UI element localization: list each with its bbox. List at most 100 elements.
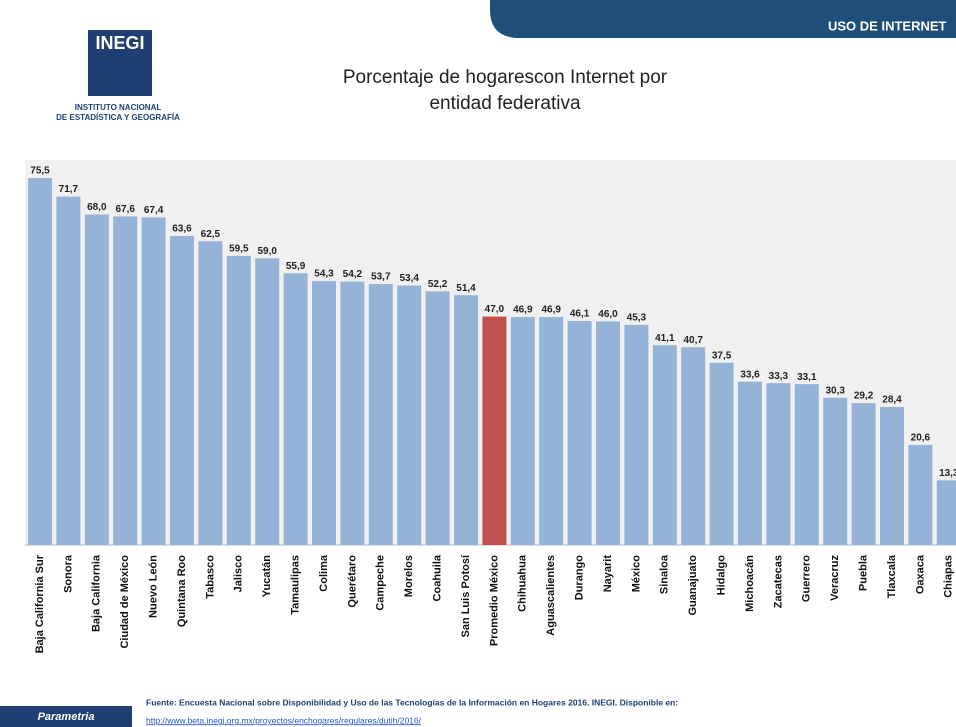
value-label: 33,1	[797, 372, 817, 383]
bar	[624, 324, 649, 545]
chart-title: Porcentaje de hogarescon Internet por	[343, 67, 668, 88]
x-tick-label: Colima	[318, 554, 330, 592]
x-tick-label: Promedio México	[488, 555, 500, 646]
value-label: 67,4	[144, 205, 164, 216]
bar	[596, 321, 620, 545]
x-tick-label: Aguascalientes	[545, 555, 557, 636]
x-tick-label: Tlaxcala	[886, 554, 898, 598]
x-tick-label: Michoacán	[744, 555, 756, 612]
x-tick-label: Baja California Sur	[34, 554, 46, 653]
x-tick-label: Chihuahua	[517, 554, 529, 612]
value-label: 47,0	[485, 304, 505, 315]
bar	[28, 178, 52, 545]
value-label: 54,2	[343, 269, 363, 280]
value-label: 52,2	[428, 279, 448, 290]
value-label: 59,0	[257, 246, 277, 257]
bar	[425, 291, 450, 545]
value-label: 59,5	[229, 243, 249, 254]
bar	[141, 217, 166, 545]
source-url[interactable]: http://www.beta.inegi.org.mx/proyectos/e…	[146, 715, 422, 725]
bar	[766, 383, 791, 545]
value-label: 46,0	[598, 309, 618, 320]
bar	[312, 281, 336, 545]
logo-mark	[88, 30, 152, 96]
value-label: 46,9	[541, 305, 561, 316]
value-label: 62,5	[201, 229, 221, 240]
logo-line: INSTITUTO NACIONAL	[75, 103, 162, 112]
bar	[397, 285, 422, 545]
source: Fuente: Encuesta Nacional sobre Disponib…	[146, 697, 678, 707]
brand-box	[0, 706, 132, 727]
bar	[113, 216, 138, 546]
value-label: 46,9	[513, 305, 533, 316]
bar	[936, 480, 956, 545]
x-tick-label: Nuevo León	[148, 555, 160, 618]
x-tick-label: Coahuila	[432, 554, 444, 601]
bar	[567, 320, 592, 545]
x-tick-label: Campeche	[375, 555, 387, 611]
bar	[851, 403, 876, 545]
bar	[908, 444, 933, 545]
x-tick-label: Durango	[574, 555, 586, 601]
value-label: 33,3	[769, 371, 789, 382]
bar	[880, 406, 904, 545]
x-tick-label: Tabasco	[204, 555, 216, 599]
value-label: 45,3	[627, 312, 647, 323]
value-label: 53,4	[399, 273, 419, 284]
x-tick-label: Querétaro	[346, 555, 358, 608]
bar	[510, 317, 535, 545]
value-label: 71,7	[59, 184, 79, 195]
logo-line: DE ESTADÍSTICA Y GEOGRAFÍA	[56, 113, 180, 122]
bar	[198, 241, 223, 545]
x-tick-label: Sinaloa	[659, 554, 671, 594]
x-tick-label: Yucatán	[261, 555, 273, 597]
value-label: 67,6	[115, 204, 135, 215]
bar	[283, 273, 308, 545]
value-label: 13,3	[939, 468, 956, 479]
bar	[454, 295, 478, 545]
bar	[823, 397, 848, 545]
bar	[255, 258, 280, 545]
x-tick-label: Guerrero	[801, 555, 813, 602]
chart-title: entidad federativa	[429, 93, 580, 114]
x-tick-label: Tamaulipas	[290, 555, 302, 615]
x-tick-label: Chiapas	[943, 555, 955, 598]
value-label: 33,6	[740, 369, 760, 380]
value-label: 29,2	[854, 391, 874, 402]
bar	[56, 196, 81, 545]
value-label: 55,9	[286, 261, 306, 272]
bar	[709, 362, 734, 545]
bar	[482, 316, 507, 545]
bar	[368, 284, 393, 545]
value-label: 53,7	[371, 272, 391, 283]
value-label: 51,4	[456, 283, 476, 294]
value-label: 28,4	[882, 395, 902, 406]
bar	[340, 281, 365, 545]
header-band	[490, 0, 956, 38]
brand: Parametria	[38, 711, 95, 723]
x-tick-label: Puebla	[858, 554, 870, 591]
value-label: 41,1	[655, 333, 675, 344]
x-tick-label: Baja California	[91, 554, 103, 632]
value-label: 30,3	[825, 385, 845, 396]
x-tick-label: San Luis Potosí	[460, 554, 472, 637]
value-label: 20,6	[911, 433, 931, 444]
value-label: 75,5	[30, 166, 50, 177]
x-tick-label: Veracruz	[829, 555, 841, 601]
x-tick-label: Ciudad de México	[119, 555, 131, 649]
value-label: 37,5	[712, 350, 732, 361]
value-label: 68,0	[87, 202, 107, 213]
bar	[738, 381, 762, 545]
header-section: USO DE INTERNET	[828, 18, 947, 33]
x-tick-label: Nayarit	[602, 555, 614, 593]
value-label: 63,6	[172, 224, 192, 235]
x-tick-label: Oaxaca	[914, 554, 926, 594]
bar	[794, 384, 819, 545]
value-label: 46,1	[570, 309, 590, 320]
bar	[226, 255, 251, 545]
x-tick-label: Jalisco	[233, 555, 245, 593]
bar	[681, 347, 706, 545]
x-tick-label: Guanajuato	[687, 555, 699, 616]
x-tick-label: Quintana Roo	[176, 555, 188, 627]
